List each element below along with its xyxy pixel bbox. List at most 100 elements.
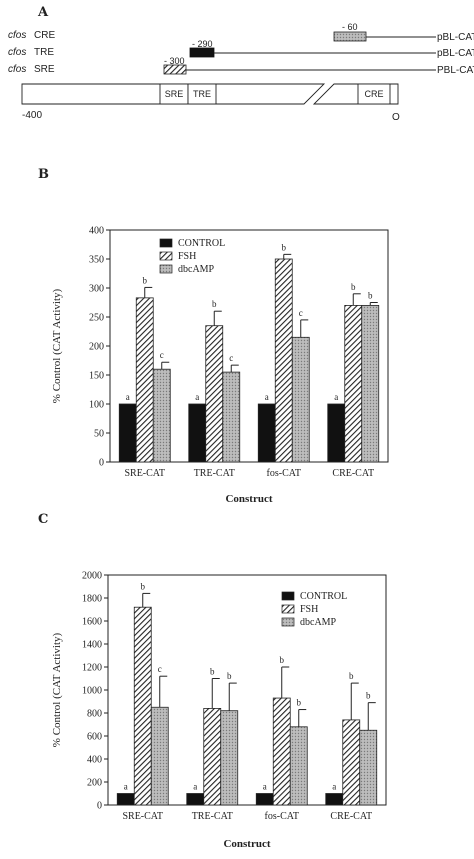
y-tick-label: 800 [87,709,102,720]
bar-fsh [274,258,293,463]
bar-dbcamp [289,726,308,806]
legend-label: FSH [178,251,196,262]
y-tick-label: 350 [89,255,104,266]
significance-letter: b [282,242,287,252]
y-tick-label: 0 [99,458,104,469]
row-prefix: cfos [8,64,26,75]
bar-fsh [133,606,152,806]
promoter-map: SRE TRE CRE -400 O [21,83,400,123]
cre-element-box [333,31,367,42]
y-tick-label: 300 [89,284,104,295]
significance-letter: b [368,291,373,301]
row-position: - 300 [164,56,185,66]
y-tick-label: 50 [94,429,104,440]
significance-letter: b [210,667,215,677]
row-plasmid: pBL-CAT2 [437,32,474,43]
row-prefix: cfos [8,47,26,58]
y-tick-label: 200 [89,342,104,353]
significance-letter: a [126,392,130,402]
sre-element-box [163,64,187,75]
row-prefix: cfos [8,30,26,41]
row-name: SRE [34,64,55,75]
y-tick-label: 0 [97,801,102,812]
bar-control [255,793,274,806]
construct-row-cre: cfos CRE - 60 pBL-CAT2 [8,22,474,43]
legend-label: CONTROL [300,591,347,602]
legend-swatch [159,264,173,274]
x-tick-label: fos-CAT [265,811,299,822]
significance-letter: b [143,275,148,285]
legend-label: dbcAMP [178,264,215,275]
significance-letter: a [193,782,197,792]
significance-letter: a [332,782,336,792]
x-axis-title: Construct [223,838,270,850]
x-tick-label: SRE-CAT [122,811,163,822]
significance-letter: b [212,299,217,309]
bar-dbcamp [222,371,241,463]
x-tick-label: TRE-CAT [192,811,233,822]
y-tick-label: 200 [87,778,102,789]
row-position: - 60 [342,22,358,32]
x-tick-label: fos-CAT [267,468,301,479]
map-start-label: -400 [22,110,42,121]
tre-element-box [189,47,215,58]
significance-letter: c [299,308,303,318]
significance-letter: b [351,282,356,292]
significance-letter: a [124,782,128,792]
bar-fsh [203,708,222,806]
x-axis-title: Construct [225,493,272,505]
bar-control [327,403,346,463]
bar-dbcamp [150,706,169,806]
panel-c-letter: C [38,512,48,527]
bar-control [257,403,276,463]
legend-label: CONTROL [178,238,225,249]
significance-letter: c [160,350,164,360]
row-position: - 290 [192,39,213,49]
y-tick-label: 400 [87,755,102,766]
row-name: TRE [34,47,54,58]
y-tick-label: 1000 [82,686,102,697]
y-tick-label: 150 [89,371,104,382]
tre-box [187,83,217,105]
significance-letter: a [263,782,267,792]
legend-label: dbcAMP [300,617,337,628]
row-plasmid: pBL-CAT2 [437,48,474,59]
x-tick-label: CRE-CAT [332,468,374,479]
significance-letter: b [227,671,232,681]
panel-a-letter: A [37,5,49,20]
bar-dbcamp [152,368,171,463]
legend-swatch [281,591,295,601]
cre-box [357,83,391,105]
sre-box-label: SRE [165,89,184,99]
bar-control [188,403,207,463]
bar-control [118,403,137,463]
bar-fsh [205,325,224,463]
significance-letter: b [280,655,285,665]
bar-control [116,793,135,806]
significance-letter: c [158,664,162,674]
legend-swatch [281,617,295,627]
bar-dbcamp [361,304,380,463]
bar-dbcamp [359,729,378,806]
y-tick-label: 1600 [82,617,102,628]
y-tick-label: 1800 [82,594,102,605]
row-plasmid: PBL-CAT2 [437,65,474,76]
significance-letter: a [265,392,269,402]
y-tick-label: 1400 [82,640,102,651]
legend-swatch [281,604,295,614]
legend-swatch [159,251,173,261]
tre-box-label: TRE [193,89,211,99]
significance-letter: b [366,691,371,701]
x-tick-label: CRE-CAT [330,811,372,822]
x-tick-label: SRE-CAT [124,468,165,479]
y-tick-label: 250 [89,313,104,324]
bar-fsh [135,297,154,463]
chart-b: 0 50 100 150 200 250 300 350 400 % Control (CAT A… [51,226,389,505]
significance-letter: b [349,671,354,681]
x-tick-label: TRE-CAT [194,468,235,479]
bar-fsh [272,697,291,806]
y-tick-label: 100 [89,400,104,411]
bar-dbcamp [220,710,239,806]
cre-box-label: CRE [364,89,383,99]
